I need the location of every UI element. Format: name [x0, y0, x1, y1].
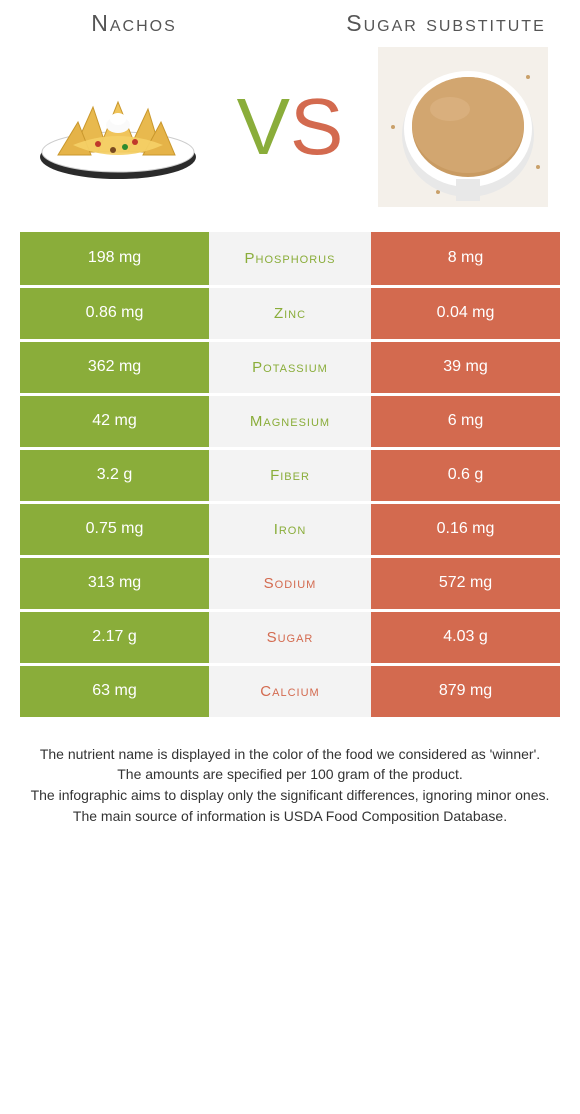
nutrient-table-body: 198 mgPhosphorus8 mg0.86 mgZinc0.04 mg36… [20, 232, 560, 718]
nutrient-label-cell: Magnesium [209, 394, 371, 448]
nutrient-label-cell: Phosphorus [209, 232, 371, 286]
nutrient-label-cell: Calcium [209, 664, 371, 718]
left-food-title: Nachos [30, 10, 238, 37]
footer-line: The amounts are specified per 100 gram o… [18, 765, 562, 784]
vs-label: VS [205, 87, 375, 167]
right-value-cell: 0.04 mg [371, 286, 560, 340]
footer-line: The main source of information is USDA F… [18, 807, 562, 826]
table-row: 198 mgPhosphorus8 mg [20, 232, 560, 286]
nutrient-label-cell: Zinc [209, 286, 371, 340]
right-value-cell: 572 mg [371, 556, 560, 610]
right-value-cell: 879 mg [371, 664, 560, 718]
table-row: 0.75 mgIron0.16 mg [20, 502, 560, 556]
left-value-cell: 198 mg [20, 232, 209, 286]
left-value-cell: 0.86 mg [20, 286, 209, 340]
header-row: Nachos Sugar substitute [0, 10, 580, 37]
nutrient-label-cell: Sugar [209, 610, 371, 664]
table-row: 63 mgCalcium879 mg [20, 664, 560, 718]
right-value-cell: 0.6 g [371, 448, 560, 502]
footer-line: The nutrient name is displayed in the co… [18, 745, 562, 764]
left-value-cell: 42 mg [20, 394, 209, 448]
nachos-icon [33, 67, 203, 187]
vs-s: S [290, 82, 343, 171]
table-row: 3.2 gFiber0.6 g [20, 448, 560, 502]
vs-v: V [237, 82, 290, 171]
left-value-cell: 362 mg [20, 340, 209, 394]
footer-line: The infographic aims to display only the… [18, 786, 562, 805]
left-food-image [30, 47, 205, 207]
nutrient-label-cell: Fiber [209, 448, 371, 502]
left-value-cell: 3.2 g [20, 448, 209, 502]
right-value-cell: 0.16 mg [371, 502, 560, 556]
right-food-title: Sugar substitute [342, 10, 550, 37]
sugar-substitute-icon [378, 47, 548, 207]
left-value-cell: 313 mg [20, 556, 209, 610]
right-value-cell: 8 mg [371, 232, 560, 286]
right-value-cell: 6 mg [371, 394, 560, 448]
table-row: 42 mgMagnesium6 mg [20, 394, 560, 448]
footer-text: The nutrient name is displayed in the co… [0, 745, 580, 827]
right-value-cell: 4.03 g [371, 610, 560, 664]
left-value-cell: 0.75 mg [20, 502, 209, 556]
table-row: 313 mgSodium572 mg [20, 556, 560, 610]
nutrient-label-cell: Potassium [209, 340, 371, 394]
nutrient-label-cell: Iron [209, 502, 371, 556]
table-row: 0.86 mgZinc0.04 mg [20, 286, 560, 340]
right-value-cell: 39 mg [371, 340, 560, 394]
table-row: 362 mgPotassium39 mg [20, 340, 560, 394]
images-row: VS [0, 47, 580, 207]
right-food-image [375, 47, 550, 207]
nutrient-table: 198 mgPhosphorus8 mg0.86 mgZinc0.04 mg36… [20, 232, 560, 720]
nutrient-label-cell: Sodium [209, 556, 371, 610]
left-value-cell: 63 mg [20, 664, 209, 718]
table-row: 2.17 gSugar4.03 g [20, 610, 560, 664]
left-value-cell: 2.17 g [20, 610, 209, 664]
